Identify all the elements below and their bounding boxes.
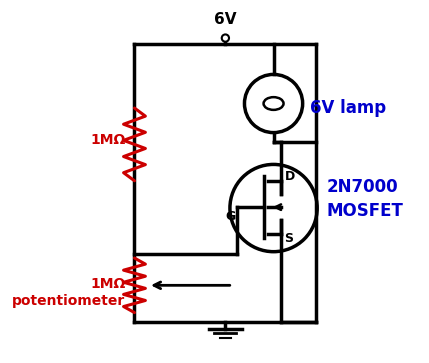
Text: 2N7000
MOSFET: 2N7000 MOSFET [326,178,403,220]
Text: 1MΩ: 1MΩ [90,133,125,147]
Text: D: D [284,170,295,183]
Text: 6V: 6V [214,12,237,27]
Text: G: G [225,210,236,223]
Text: 1MΩ
potentiometer: 1MΩ potentiometer [12,277,125,308]
Text: 6V lamp: 6V lamp [310,99,386,117]
Text: S: S [284,232,293,245]
